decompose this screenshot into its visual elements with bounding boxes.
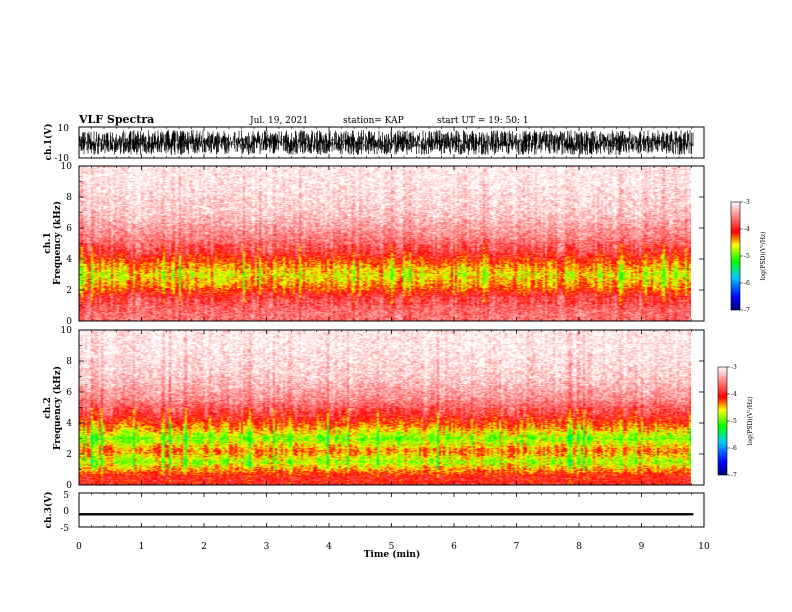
freq-tick-label: 6 xyxy=(66,388,72,398)
colorbar-tick-label: -4 xyxy=(731,391,737,398)
date-label: Jul. 19, 2021 xyxy=(249,116,308,126)
time-tick-label: 1 xyxy=(139,542,145,552)
ch1-waveform-panel: 10 -10 ch.1(V) xyxy=(43,124,705,164)
ch3-waveform-panel: 5 0 -5 ch.3(V) xyxy=(43,491,705,534)
time-tick-label: 10 xyxy=(698,542,710,552)
time-tick-label: 2 xyxy=(201,542,207,552)
time-tick-label: 6 xyxy=(451,542,457,552)
time-tick-label: 9 xyxy=(639,542,645,552)
freq-tick-label: 4 xyxy=(66,419,72,429)
freq-tick-label: 0 xyxy=(66,481,72,491)
freq-tick-label: 8 xyxy=(66,193,72,203)
freq-tick-label: 10 xyxy=(61,326,73,336)
freq-tick-label: 4 xyxy=(66,255,72,265)
ch1-colorbar-ticks: -3 -4 -5 -6 -7 xyxy=(740,199,750,314)
time-axis-ticks xyxy=(78,127,705,527)
ch2-colorbar-label: log(PSD)(V²/Hz) xyxy=(747,397,754,446)
colorbar-tick-label: -7 xyxy=(744,307,750,314)
figure-title: VLF Spectra xyxy=(78,113,154,126)
ch3-waveform-frame xyxy=(78,492,705,528)
colorbar-tick-label: -6 xyxy=(744,280,750,287)
freq-tick-label: 0 xyxy=(66,317,72,327)
start-time-label: start UT = 19: 50: 1 xyxy=(437,116,529,126)
freq-tick-label: 10 xyxy=(61,162,73,172)
ch2-freq-ylabel: Frequency (kHz) xyxy=(52,366,63,450)
ch2-channel-label: ch.2 xyxy=(43,397,53,418)
ch1-colorbar-label: log(PSD)(V²/Hz) xyxy=(760,232,767,281)
ch2-spectrogram-image xyxy=(79,330,691,485)
ch1-freq-ticks: 0 2 4 6 8 10 xyxy=(61,162,704,327)
time-tick-label: 7 xyxy=(514,542,520,552)
ch3-ytick-bottom: -5 xyxy=(60,524,69,534)
ch3-waveform-ylabel: ch.3(V) xyxy=(43,492,54,529)
colorbar-tick-label: -4 xyxy=(744,226,750,233)
time-tick-label: 3 xyxy=(264,542,270,552)
ch2-spectrogram-panel: 0 2 4 6 8 10 ch.2 Frequency (kHz) xyxy=(43,326,705,491)
time-tick-label: 8 xyxy=(576,542,582,552)
ch1-spectrogram-panel: 0 2 4 6 8 10 ch.1 Frequency (kHz) xyxy=(43,162,705,327)
ch1-channel-label: ch.1 xyxy=(43,232,53,253)
freq-tick-label: 8 xyxy=(66,357,72,367)
time-tick-label: 4 xyxy=(326,542,332,552)
ch2-freq-ticks: 0 2 4 6 8 10 xyxy=(61,326,704,491)
colorbar-tick-label: -3 xyxy=(731,364,737,371)
ch1-waveform-ylabel: ch.1(V) xyxy=(43,124,54,161)
colorbar-tick-label: -7 xyxy=(731,472,737,479)
ch3-waveform-trace xyxy=(79,513,694,516)
ch1-ytick-bottom: -10 xyxy=(55,154,70,164)
ch1-colorbar-gradient xyxy=(730,201,741,311)
station-label: station= KAP xyxy=(343,116,404,126)
colorbar-tick-label: -5 xyxy=(731,418,737,425)
colorbar-tick-label: -3 xyxy=(744,199,750,206)
time-tick-label: 0 xyxy=(76,542,82,552)
time-axis-label: Time (min) xyxy=(364,549,421,560)
time-tick-label: 5 xyxy=(389,542,395,552)
time-axis-tick-labels: 0 1 2 3 4 5 6 7 8 9 10 xyxy=(76,542,710,552)
ch3-ytick-top: 5 xyxy=(63,491,69,501)
ch1-freq-ylabel: Frequency (kHz) xyxy=(52,201,63,285)
colorbar-tick-label: -5 xyxy=(744,253,750,260)
freq-tick-label: 6 xyxy=(66,224,72,234)
freq-tick-label: 2 xyxy=(66,450,72,460)
ch1-spectrogram-image xyxy=(79,166,691,321)
freq-tick-label: 2 xyxy=(66,286,72,296)
colorbar-tick-label: -6 xyxy=(731,445,737,452)
ch2-colorbar: -3 -4 -5 -6 -7 log(PSD)(V²/Hz) xyxy=(717,364,754,479)
ch3-ytick-mid: 0 xyxy=(63,507,69,517)
ch1-colorbar: -3 -4 -5 -6 -7 log(PSD)(V²/Hz) xyxy=(730,199,767,314)
ch2-colorbar-ticks: -3 -4 -5 -6 -7 xyxy=(727,364,737,479)
ch1-ytick-top: 10 xyxy=(58,124,70,134)
ch2-colorbar-gradient xyxy=(717,366,728,476)
